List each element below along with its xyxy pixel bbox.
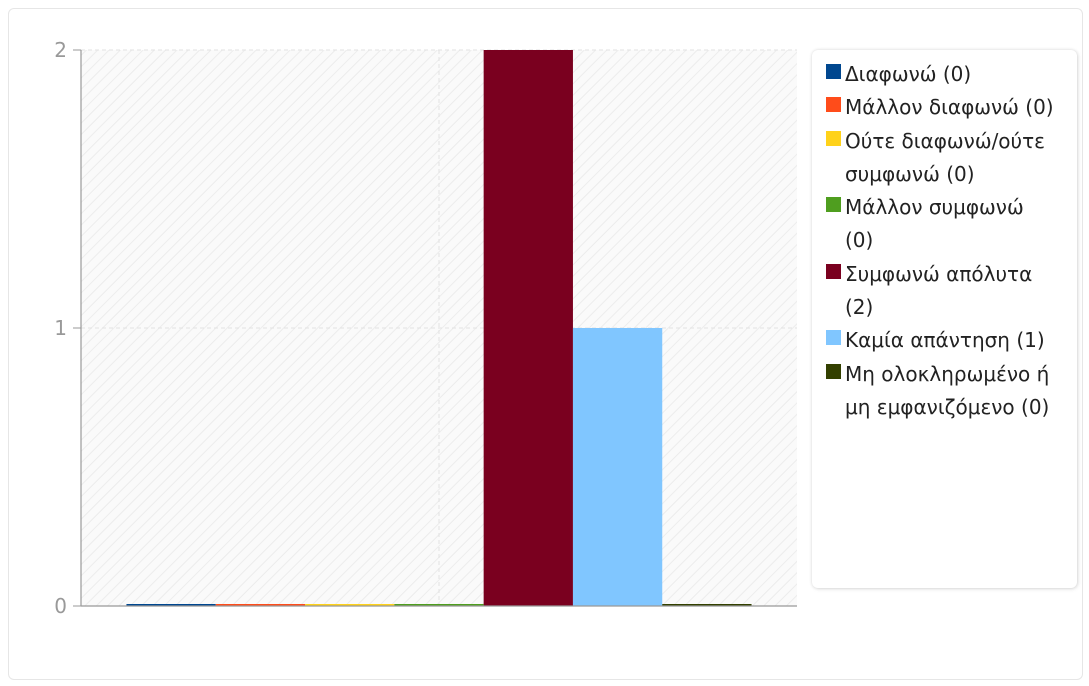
- bar-1[interactable]: [215, 604, 306, 606]
- legend-swatch-0: [826, 64, 841, 79]
- legend-item-0[interactable]: Διαφωνώ (0): [826, 58, 1069, 91]
- bar-0[interactable]: [126, 604, 216, 606]
- legend-label-3: Μάλλον συμφωνώ (0): [845, 195, 1024, 253]
- legend-item-1[interactable]: Μάλλον διαφωνώ (0): [826, 91, 1069, 124]
- legend-swatch-3: [826, 197, 841, 213]
- legend-label-5: Καμία απάντηση (1): [845, 328, 1045, 353]
- bar-2[interactable]: [305, 604, 395, 606]
- legend-item-5[interactable]: Καμία απάντηση (1): [826, 324, 1069, 357]
- legend: Διαφωνώ (0) Μάλλον διαφωνώ (0) Ούτε διαφων…: [812, 50, 1077, 588]
- y-tick-label-2: 2: [54, 38, 67, 62]
- legend-item-3[interactable]: Μάλλον συμφωνώ (0): [826, 191, 1069, 258]
- legend-swatch-5: [826, 330, 841, 346]
- bar-5[interactable]: [572, 328, 663, 606]
- legend-swatch-1: [826, 97, 841, 113]
- legend-swatch-6: [826, 363, 841, 379]
- legend-label-2: Ούτε διαφωνώ/ούτε συμφωνώ (0): [845, 128, 1045, 186]
- legend-label-4: Συμφωνώ απόλυτα (2): [845, 261, 1033, 320]
- legend-item-2[interactable]: Ούτε διαφωνώ/ούτε συμφωνώ (0): [826, 125, 1069, 192]
- bar-6[interactable]: [662, 604, 752, 606]
- legend-label-6: Μη ολοκληρωμένο ή μη εμφανιζόμενο (0): [845, 361, 1050, 419]
- legend-swatch-2: [826, 130, 841, 146]
- y-tick-label-0: 0: [54, 594, 67, 618]
- y-tick-label-1: 1: [54, 316, 67, 340]
- legend-item-6[interactable]: Μη ολοκληρωμένο ή μη εμφανιζόμενο (0): [826, 358, 1069, 425]
- legend-label-1: Μάλλον διαφωνώ (0): [845, 95, 1054, 120]
- bar-4[interactable]: [483, 50, 573, 606]
- legend-item-4[interactable]: Συμφωνώ απόλυτα (2): [826, 258, 1069, 325]
- bar-3[interactable]: [394, 604, 484, 606]
- legend-swatch-4: [826, 263, 841, 279]
- legend-label-0: Διαφωνώ (0): [845, 62, 972, 86]
